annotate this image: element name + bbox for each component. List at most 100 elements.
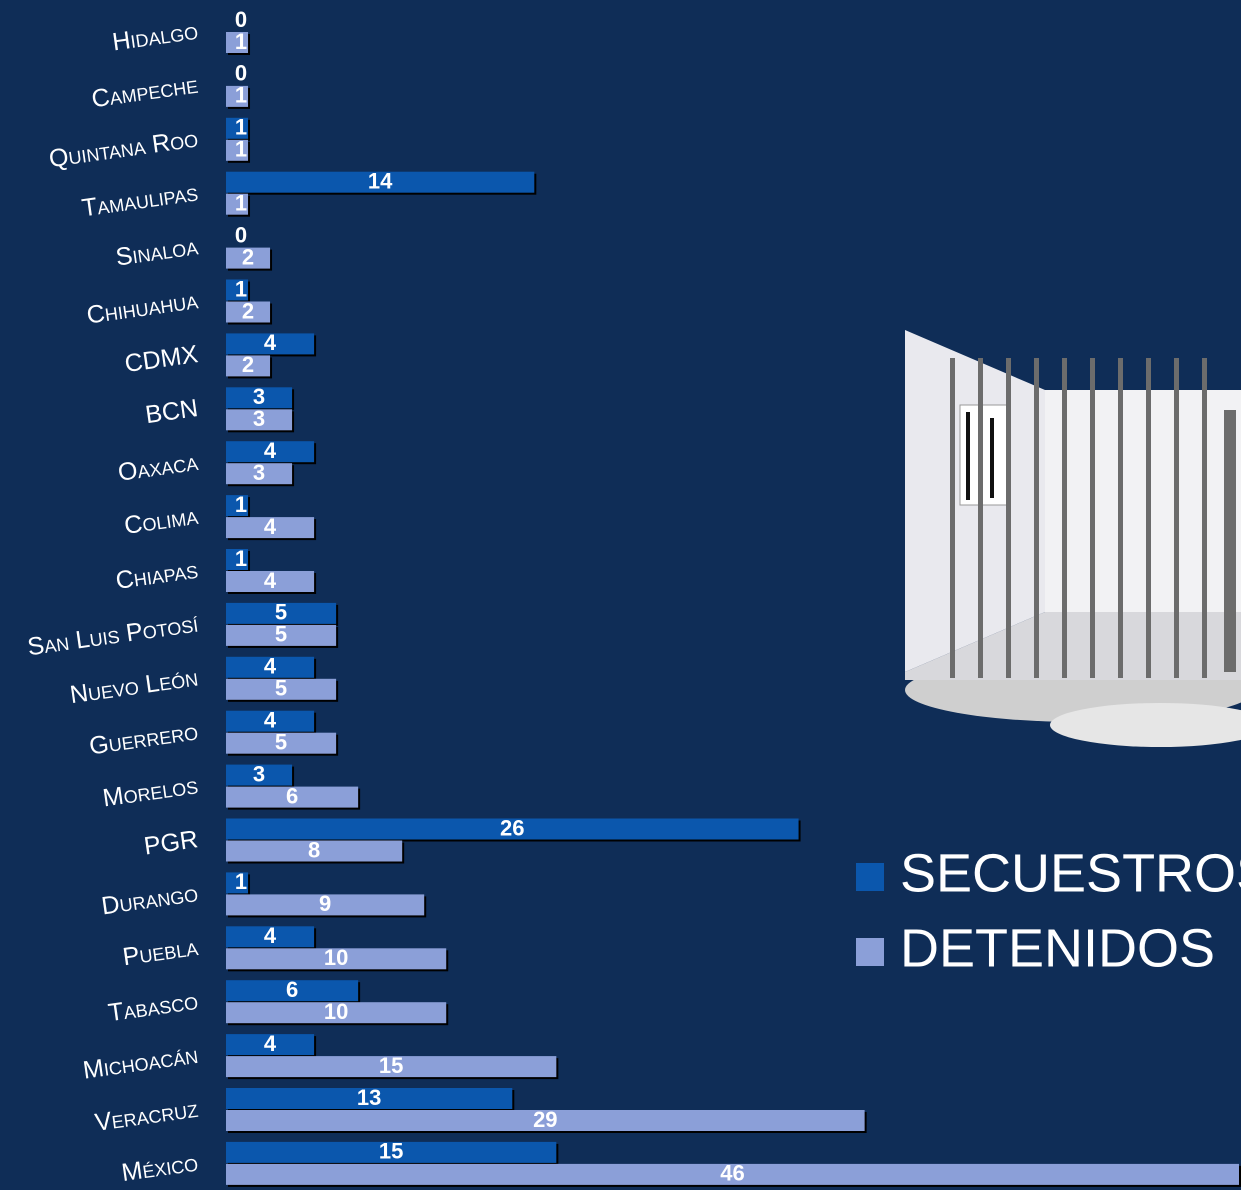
category-label: Oaxaca	[116, 448, 200, 487]
category-label: Hidalgo	[111, 17, 200, 57]
category-label: CDMX	[123, 340, 200, 378]
value-label: 10	[324, 999, 348, 1024]
value-label: 4	[264, 1031, 277, 1056]
value-label: 3	[253, 460, 265, 485]
category-label: Morelos	[101, 771, 200, 812]
bar	[226, 656, 315, 678]
bar	[226, 409, 293, 431]
value-label: 13	[357, 1085, 381, 1110]
value-label: 1	[235, 29, 247, 54]
value-label: 6	[286, 783, 298, 808]
bar	[226, 193, 249, 215]
bar	[226, 980, 359, 1002]
bar	[226, 1141, 557, 1163]
bar	[226, 441, 315, 463]
category-label: Puebla	[121, 933, 200, 971]
category-label: Veracruz	[93, 1095, 200, 1137]
bar	[226, 894, 425, 916]
category-label: Durango	[100, 879, 200, 920]
category-label: San Luis Potosí	[26, 610, 200, 662]
bar	[226, 1088, 513, 1109]
bar	[226, 818, 799, 840]
bar	[226, 387, 293, 409]
value-label: 4	[264, 654, 277, 679]
value-label: 3	[253, 761, 265, 786]
value-label: 0	[235, 7, 247, 32]
bar	[226, 926, 315, 948]
value-label: 8	[308, 837, 320, 862]
bar	[226, 1110, 865, 1131]
value-label: 6	[286, 977, 298, 1002]
category-label: Campeche	[90, 71, 200, 114]
value-label: 1	[235, 492, 247, 517]
bar	[226, 117, 249, 139]
bar	[226, 948, 447, 970]
bar	[226, 764, 293, 786]
value-label: 1	[235, 869, 247, 894]
category-label: México	[120, 1149, 200, 1187]
value-label: 3	[253, 384, 265, 409]
value-label: 5	[275, 676, 287, 701]
bar	[226, 1002, 447, 1024]
value-label: 3	[253, 406, 265, 431]
bar	[226, 495, 249, 517]
category-label: BCN	[144, 394, 200, 429]
value-label: 1	[235, 115, 247, 140]
legend-swatch	[856, 938, 884, 966]
bar	[226, 355, 271, 377]
value-label: 2	[242, 244, 254, 269]
bar	[226, 678, 337, 700]
bar	[226, 624, 337, 646]
value-label: 4	[264, 568, 277, 593]
bar	[226, 1163, 1239, 1185]
category-label: Chihuahua	[85, 286, 200, 329]
value-label: 10	[324, 945, 348, 970]
legend-label: SECUESTROS	[900, 843, 1241, 903]
value-label: 46	[720, 1161, 744, 1186]
value-label: 1	[235, 137, 247, 162]
category-label: Nuevo León	[68, 664, 200, 710]
bar	[226, 786, 359, 808]
value-label: 0	[235, 61, 247, 86]
category-label: Tamaulipas	[80, 178, 200, 222]
bar	[226, 1034, 315, 1056]
bar	[226, 732, 337, 754]
value-label: 0	[235, 222, 247, 247]
jail-illustration	[905, 330, 1241, 747]
bar	[226, 333, 315, 355]
bar	[226, 840, 403, 862]
bar	[226, 279, 249, 301]
bar	[226, 549, 249, 570]
value-label: 14	[368, 169, 393, 194]
category-label: Colima	[123, 502, 200, 540]
value-label: 5	[275, 730, 287, 755]
bar	[226, 32, 249, 53]
value-label: 29	[533, 1107, 557, 1132]
value-label: 2	[242, 352, 254, 377]
value-label: 4	[264, 514, 277, 539]
bar	[226, 1056, 557, 1078]
bar	[226, 85, 249, 107]
value-label: 4	[264, 330, 277, 355]
bar	[226, 602, 337, 624]
value-label: 5	[275, 600, 287, 625]
legend-swatch	[856, 863, 884, 891]
value-label: 4	[264, 438, 277, 463]
bar	[226, 517, 315, 539]
category-label: PGR	[142, 825, 200, 860]
value-label: 1	[235, 191, 247, 216]
value-label: 1	[235, 276, 247, 301]
bar	[226, 301, 271, 323]
value-label: 1	[235, 83, 247, 108]
bar	[226, 139, 249, 161]
bar	[226, 710, 315, 732]
value-label: 4	[264, 708, 277, 733]
category-label: Tabasco	[106, 987, 199, 1027]
value-label: 2	[242, 298, 254, 323]
bar	[226, 463, 293, 485]
bar	[226, 872, 249, 894]
category-label: Chiapas	[114, 556, 200, 595]
bar	[226, 571, 315, 592]
value-label: 1	[235, 546, 247, 571]
